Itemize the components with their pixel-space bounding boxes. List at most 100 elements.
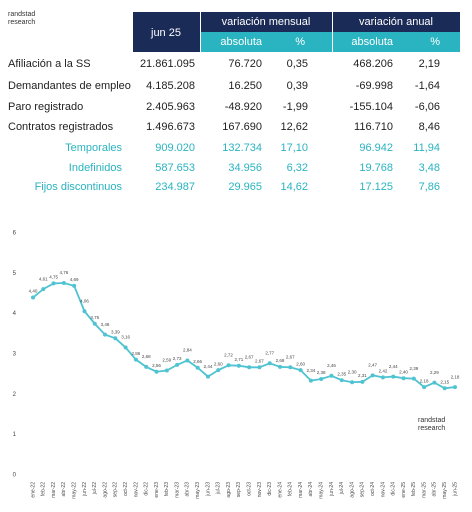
value-label: 3,75	[90, 315, 99, 320]
cell: 96.942	[359, 142, 393, 154]
x-tick-label: feb-24	[288, 482, 294, 496]
x-tick-label: mar-22	[51, 482, 57, 498]
value-label: 2,56	[152, 363, 161, 368]
point	[41, 287, 46, 292]
x-tick-label: ene-22	[30, 482, 36, 498]
point	[247, 365, 252, 370]
subheader-label: absoluta	[351, 36, 393, 48]
header: jun 25	[150, 27, 181, 39]
cell: 0,39	[287, 80, 308, 92]
value-label: 2,67	[286, 354, 295, 359]
point	[123, 345, 128, 350]
point	[360, 379, 365, 384]
value-label: 4,06	[80, 298, 89, 303]
value-label: 2,60	[296, 361, 305, 366]
cell: 17,10	[280, 142, 308, 154]
cell: 116.710	[354, 121, 393, 133]
cell: 909.020	[155, 142, 195, 154]
point	[144, 364, 149, 369]
logo: randstad	[8, 11, 35, 18]
x-tick-label: jun-23	[205, 482, 211, 497]
value-label: 2,59	[162, 358, 171, 363]
point	[31, 295, 35, 300]
x-tick-label: dic-23	[267, 482, 273, 496]
point	[308, 378, 313, 383]
value-label: 4,61	[39, 276, 48, 281]
cell: -1,99	[283, 101, 308, 113]
point	[257, 365, 262, 370]
point	[370, 373, 375, 378]
point	[205, 374, 210, 379]
x-tick-label: oct-23	[246, 482, 252, 496]
cell: 8,46	[419, 121, 440, 133]
cell: 29.965	[228, 181, 262, 193]
cell: 3,48	[419, 162, 440, 174]
point	[422, 385, 427, 390]
point	[350, 380, 355, 385]
point	[103, 332, 108, 337]
x-tick-label: abr-22	[61, 482, 67, 497]
value-label: 2,35	[337, 371, 346, 376]
point	[175, 362, 180, 367]
x-tick-label: sep-24	[360, 482, 366, 498]
header: variación mensual	[222, 16, 311, 28]
cell: -155.104	[350, 101, 393, 113]
cell: 2,19	[419, 58, 440, 70]
point	[267, 361, 272, 366]
logo: research	[418, 425, 445, 432]
row-label: Demandantes de empleo	[8, 80, 131, 92]
subheader-label: %	[295, 36, 305, 48]
cell: 76.720	[228, 58, 262, 70]
y-tick-label: 6	[13, 231, 17, 237]
value-label: 2,31	[358, 373, 367, 378]
value-label: 2,34	[307, 368, 316, 373]
cell: -1,64	[415, 80, 440, 92]
x-tick-label: feb-25	[411, 482, 417, 496]
value-label: 2,60	[214, 361, 223, 366]
value-label: 3,39	[111, 329, 120, 334]
x-tick-label: ene-24	[277, 482, 283, 498]
x-tick-label: jun-24	[329, 482, 335, 497]
value-label: 4,75	[49, 275, 58, 280]
subheader-label: absoluta	[220, 36, 262, 48]
value-label: 3,48	[101, 322, 110, 327]
cell: 7,86	[419, 181, 440, 193]
cell: 34.956	[228, 162, 262, 174]
cell: -6,06	[415, 101, 440, 113]
value-label: 2,39	[409, 366, 418, 371]
x-tick-label: ago-23	[226, 482, 232, 498]
value-label: 4,76	[59, 270, 68, 275]
cell: 0,35	[287, 58, 308, 70]
value-label: 4,69	[70, 277, 79, 282]
point	[432, 380, 437, 385]
y-tick-label: 5	[13, 271, 17, 277]
x-tick-label: may-23	[195, 482, 201, 499]
cell: 17.125	[359, 181, 393, 193]
point	[236, 363, 241, 368]
y-tick-label: 2	[13, 392, 17, 398]
x-tick-label: oct-24	[370, 482, 376, 496]
header-cell	[201, 12, 332, 32]
point	[339, 378, 344, 383]
cell: 587.653	[155, 162, 195, 174]
point	[380, 375, 385, 380]
x-tick-label: may-25	[442, 482, 448, 499]
x-tick-label: may-24	[319, 482, 325, 499]
y-tick-label: 1	[13, 432, 17, 438]
value-label: 2,38	[317, 370, 326, 375]
row-label: Afiliación a la SS	[8, 58, 91, 70]
cell: 132.734	[222, 142, 262, 154]
x-tick-label: nov-23	[257, 482, 263, 498]
point	[401, 376, 406, 381]
cell: 6,32	[287, 162, 308, 174]
x-tick-label: may-22	[71, 482, 77, 499]
cell: 4.185.208	[146, 80, 195, 92]
x-tick-label: jul-24	[339, 482, 345, 495]
logo: randstad	[418, 417, 445, 424]
y-tick-label: 3	[13, 352, 17, 358]
cell: 21.861.095	[140, 58, 195, 70]
row-label: Paro registrado	[8, 101, 83, 113]
x-tick-label: sep-23	[236, 482, 242, 498]
point	[391, 374, 396, 379]
point	[288, 365, 293, 370]
